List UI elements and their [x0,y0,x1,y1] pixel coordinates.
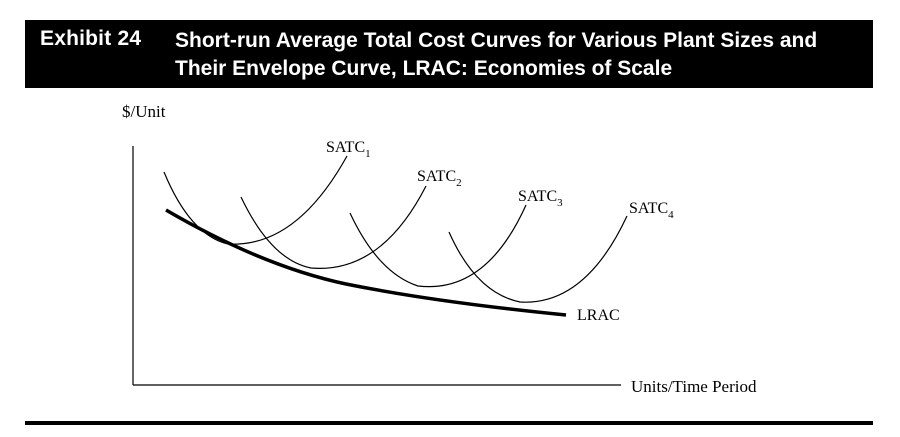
satc4-label: SATC4 [629,200,674,221]
x-axis-label: Units/Time Period [631,377,757,396]
lrac-label: LRAC [577,307,620,324]
satc2-label: SATC2 [417,168,462,189]
satc2-curve [240,185,427,269]
satc4-curve [448,215,628,303]
satc3-curve [349,204,527,288]
satc1-label: SATC1 [326,139,371,160]
lrac-curve [165,208,567,317]
satc1-curve [163,155,348,245]
exhibit-title: Short-run Average Total Cost Curves for … [175,29,818,80]
exhibit-header: Exhibit 24 Short-run Average Total Cost … [25,20,873,88]
y-axis-label: $/Unit [122,102,166,121]
bottom-rule [25,421,873,425]
exhibit-number: Exhibit 24 [40,27,142,50]
satc3-label: SATC3 [518,188,563,209]
